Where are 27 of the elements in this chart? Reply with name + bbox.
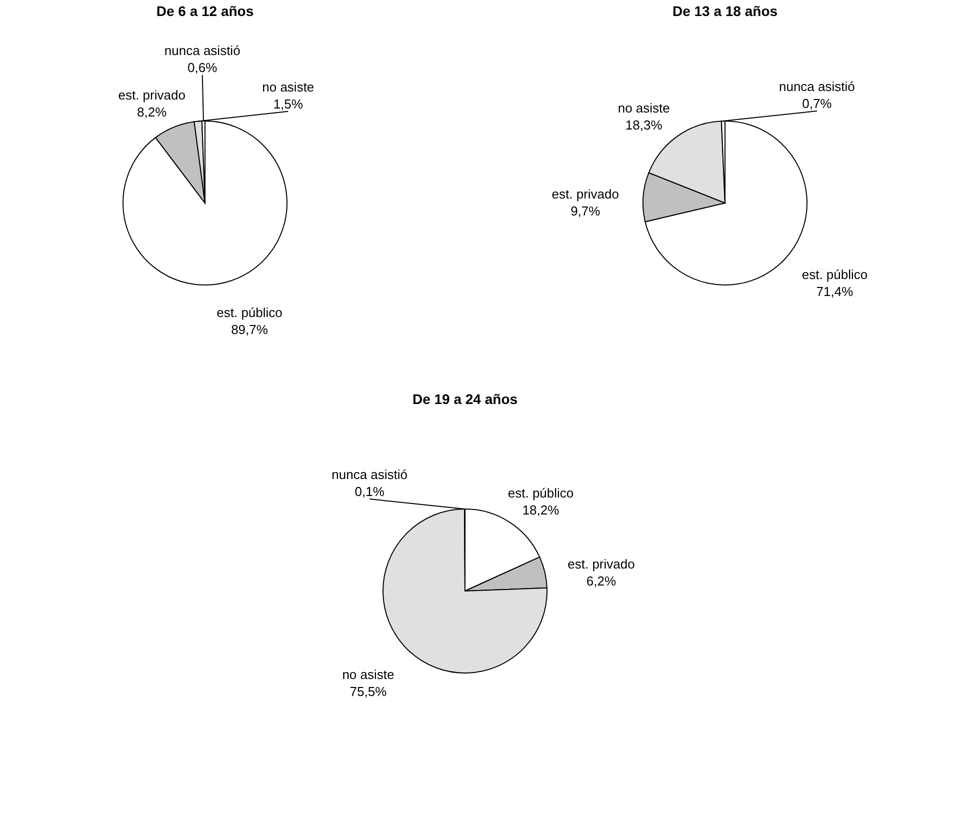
data-label: 0,7% bbox=[802, 96, 832, 112]
slice-label: nunca asistió bbox=[778, 79, 855, 94]
data-label: 9,7% bbox=[570, 203, 601, 218]
slice-label: no asiste bbox=[618, 100, 670, 116]
slice-label: est. público bbox=[216, 304, 282, 320]
slice-label: est. privado bbox=[568, 556, 635, 572]
data-label: 71,4% bbox=[816, 284, 854, 300]
data-label: 0,1% bbox=[354, 484, 385, 499]
chart-title: De 13 a 18 años bbox=[672, 3, 778, 19]
slice-label: est. privado bbox=[552, 186, 619, 202]
slice-label: nunca asistió bbox=[332, 467, 408, 482]
data-label: 18,2% bbox=[522, 502, 560, 518]
slice-label: est. público bbox=[802, 267, 868, 282]
slice-label: est. público bbox=[508, 485, 574, 500]
slice-label: no asiste bbox=[262, 79, 314, 94]
data-label: 18,3% bbox=[625, 117, 663, 132]
data-label: 0,6% bbox=[188, 60, 218, 76]
slice-label: nunca asistió bbox=[164, 43, 240, 58]
data-label: 75,5% bbox=[350, 684, 388, 699]
data-label: 6,2% bbox=[586, 573, 616, 588]
data-label: 89,7% bbox=[231, 322, 268, 337]
data-label: 8,2% bbox=[137, 104, 168, 120]
chart-title: De 19 a 24 años bbox=[412, 391, 518, 407]
slice-label: est. privado bbox=[118, 88, 186, 103]
chart-title: De 6 a 12 años bbox=[156, 3, 254, 19]
slice-label: no asiste bbox=[342, 666, 394, 682]
data-label: 1,5% bbox=[273, 96, 304, 112]
